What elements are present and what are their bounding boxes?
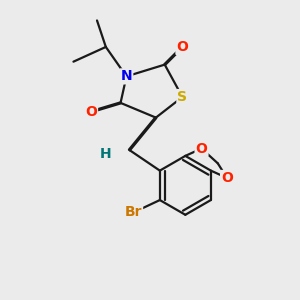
Text: S: S: [177, 90, 188, 104]
Text: O: O: [176, 40, 188, 54]
Text: H: H: [100, 147, 112, 161]
Text: N: N: [121, 69, 132, 83]
Text: Br: Br: [124, 205, 142, 219]
Text: O: O: [85, 105, 97, 119]
Text: O: O: [221, 171, 233, 185]
Text: O: O: [196, 142, 208, 155]
